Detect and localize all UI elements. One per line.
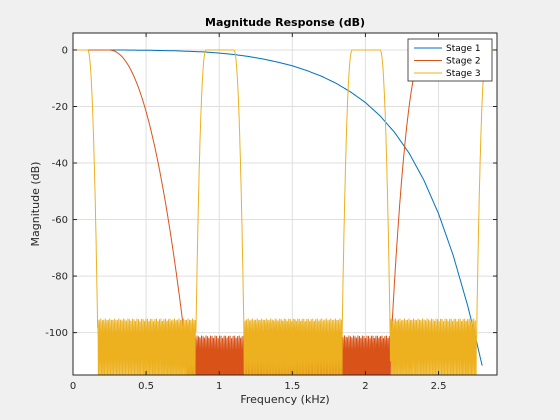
chart-title: Magnitude Response (dB): [205, 16, 365, 29]
y-tick-label: -100: [45, 328, 68, 339]
x-tick-label: 0: [70, 381, 76, 392]
x-tick-label: 1: [216, 381, 222, 392]
legend-label-2: Stage 2: [446, 57, 481, 67]
x-tick-label: 2: [362, 381, 368, 392]
series-line-1: [73, 49, 483, 366]
x-tick-label: 2.5: [431, 381, 447, 392]
y-tick-label: -20: [52, 102, 68, 113]
y-tick-label: 0: [62, 45, 68, 56]
legend-label-1: Stage 1: [446, 44, 481, 54]
y-tick-label: -60: [52, 215, 68, 226]
y-tick-label: -40: [52, 159, 68, 170]
axes-box: [72, 32, 498, 376]
y-axis-label: Magnitude (dB): [29, 162, 42, 247]
legend-label-3: Stage 3: [446, 69, 481, 79]
y-tick-label: -80: [52, 272, 68, 283]
axes-background: [73, 33, 497, 375]
x-tick-label: 0.5: [138, 381, 154, 392]
axis-ticks: 0 0.5 1 1.5 2 2.5 0 -20 -40 -60 -80 -100: [45, 33, 497, 392]
x-tick-label: 1.5: [284, 381, 300, 392]
x-axis-label: Frequency (kHz): [240, 393, 329, 406]
legend: Stage 1 Stage 2 Stage 3: [407, 38, 493, 82]
